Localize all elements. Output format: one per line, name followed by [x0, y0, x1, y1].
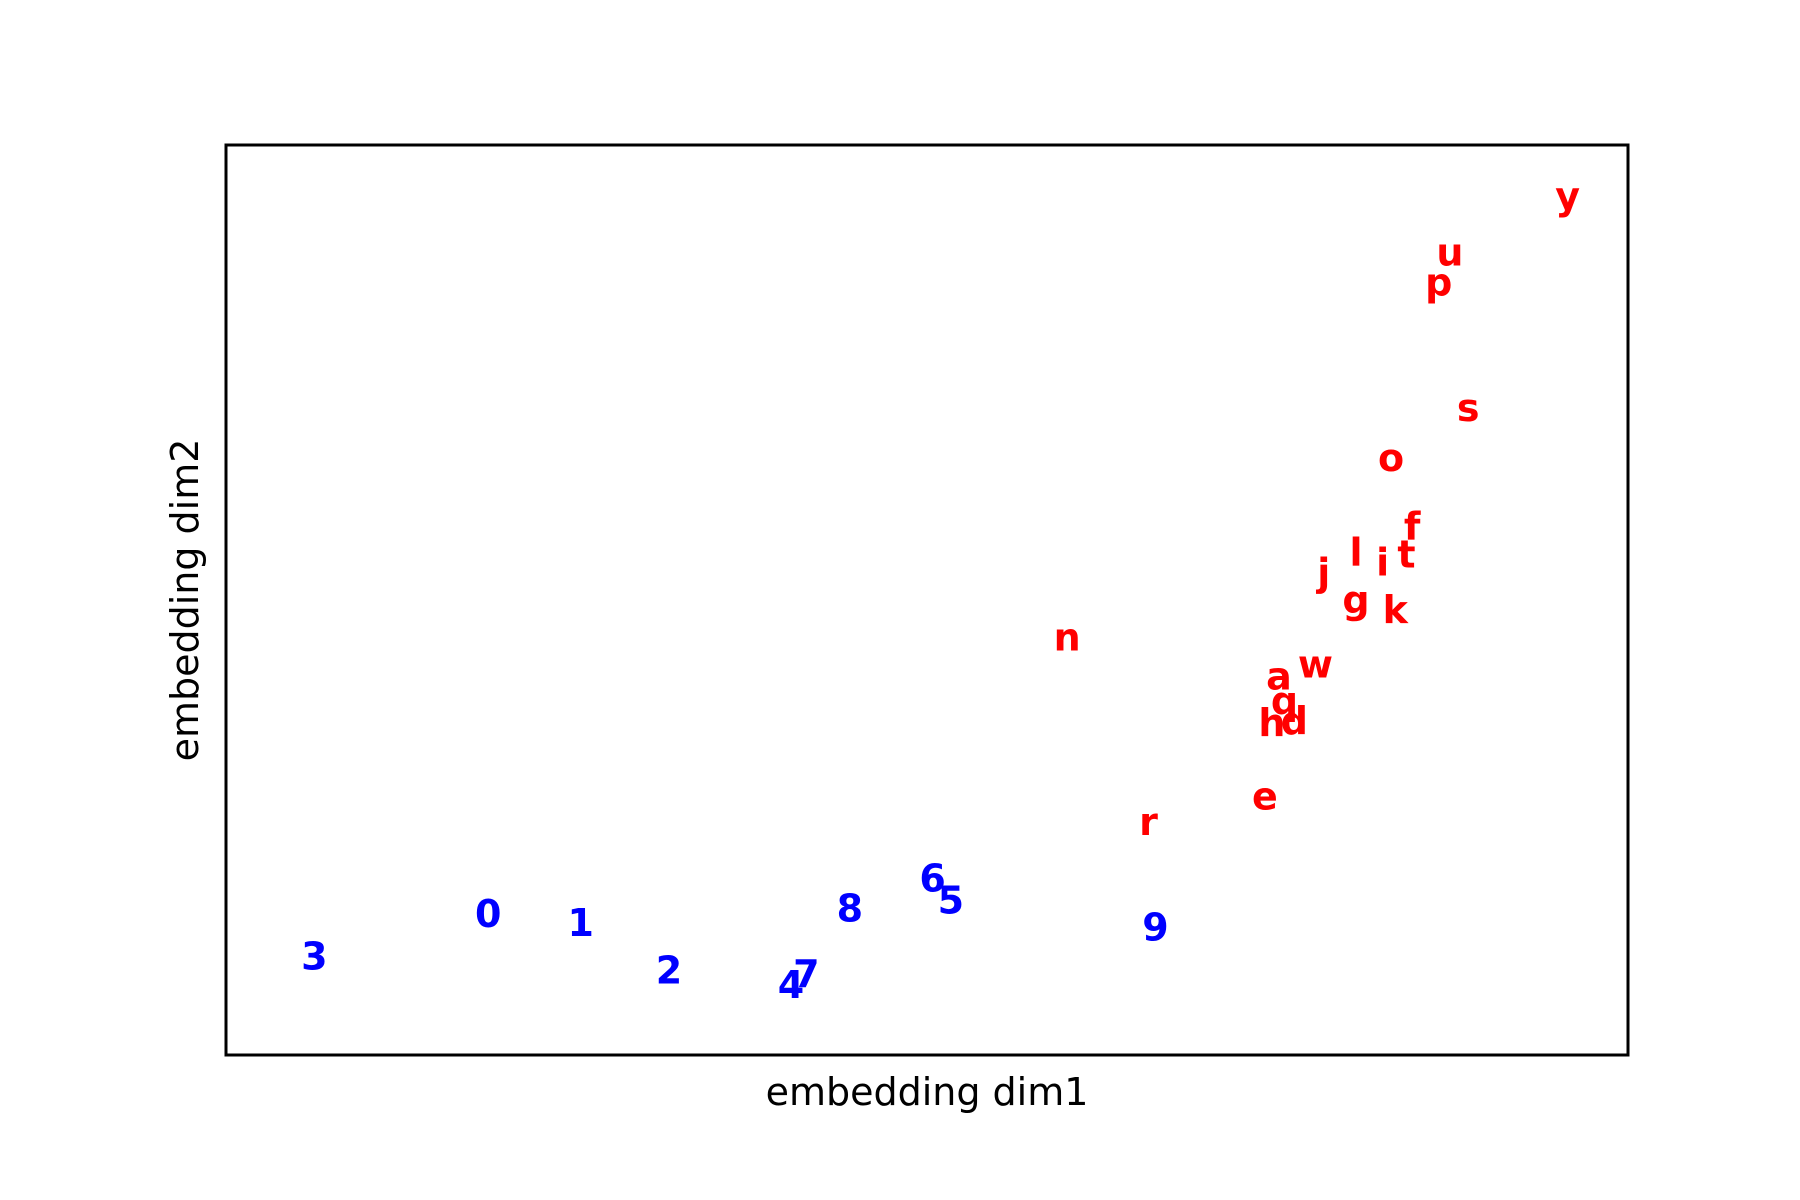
point-label-9: 9	[1142, 906, 1168, 950]
point-label-y: y	[1555, 174, 1580, 218]
point-label-d: d	[1281, 699, 1308, 743]
point-label-u: u	[1436, 230, 1463, 274]
point-label-e: e	[1252, 775, 1278, 819]
point-label-f: f	[1404, 504, 1421, 548]
point-label-i: i	[1376, 541, 1389, 585]
plot-frame	[224, 143, 1630, 1057]
x-axis-label: embedding dim1	[766, 1070, 1089, 1114]
point-label-6: 6	[919, 857, 945, 901]
point-label-s: s	[1457, 386, 1480, 430]
point-label-h: h	[1258, 701, 1285, 745]
point-label-8: 8	[837, 887, 863, 931]
point-label-a: a	[1266, 654, 1292, 698]
point-label-l: l	[1349, 531, 1362, 575]
point-label-2: 2	[656, 948, 682, 992]
point-label-1: 1	[567, 901, 593, 945]
point-label-7: 7	[793, 952, 819, 996]
point-label-g: g	[1342, 578, 1369, 622]
point-label-p: p	[1425, 260, 1452, 304]
point-label-0: 0	[475, 892, 501, 936]
point-label-t: t	[1397, 533, 1415, 577]
point-label-3: 3	[301, 935, 327, 979]
point-label-r: r	[1139, 800, 1158, 844]
point-label-k: k	[1383, 588, 1409, 632]
point-label-j: j	[1315, 551, 1330, 595]
point-label-o: o	[1378, 436, 1404, 480]
point-label-n: n	[1054, 615, 1081, 659]
point-label-q: q	[1271, 679, 1298, 723]
y-axis-label: embedding dim2	[163, 439, 207, 762]
point-label-4: 4	[778, 963, 804, 1007]
point-label-5: 5	[938, 878, 964, 922]
point-label-w: w	[1298, 643, 1333, 687]
